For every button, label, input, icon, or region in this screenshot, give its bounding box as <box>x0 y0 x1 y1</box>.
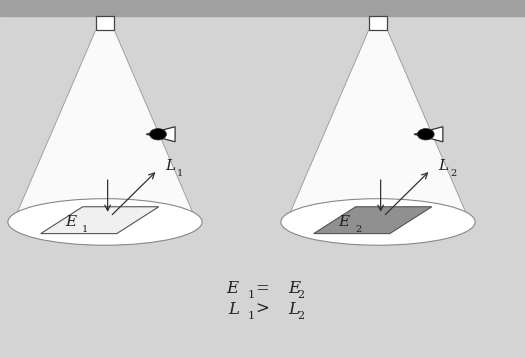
Circle shape <box>417 129 434 140</box>
Text: 2: 2 <box>297 311 304 321</box>
Text: E: E <box>65 215 77 229</box>
Text: E: E <box>227 280 239 297</box>
Bar <box>369 16 387 30</box>
Polygon shape <box>286 30 470 222</box>
Text: E: E <box>289 280 301 297</box>
Text: =: = <box>256 280 269 297</box>
Text: L: L <box>438 159 448 174</box>
Polygon shape <box>146 127 175 142</box>
Text: 1: 1 <box>82 224 88 234</box>
Polygon shape <box>41 207 159 233</box>
Polygon shape <box>13 30 197 222</box>
Text: L: L <box>228 301 239 318</box>
Bar <box>0 0 525 16</box>
Polygon shape <box>414 127 443 142</box>
Text: 1: 1 <box>247 290 255 300</box>
Text: 2: 2 <box>355 224 361 234</box>
Text: 1: 1 <box>177 169 183 178</box>
Text: >: > <box>256 301 269 318</box>
Bar <box>96 16 114 30</box>
Text: 1: 1 <box>247 311 255 321</box>
Text: L: L <box>165 159 175 174</box>
Text: 2: 2 <box>297 290 304 300</box>
Ellipse shape <box>281 199 475 245</box>
Text: L: L <box>289 301 300 318</box>
Circle shape <box>150 129 166 140</box>
Ellipse shape <box>8 199 202 245</box>
Text: E: E <box>338 215 350 229</box>
Text: 2: 2 <box>450 169 456 178</box>
Polygon shape <box>313 207 432 233</box>
